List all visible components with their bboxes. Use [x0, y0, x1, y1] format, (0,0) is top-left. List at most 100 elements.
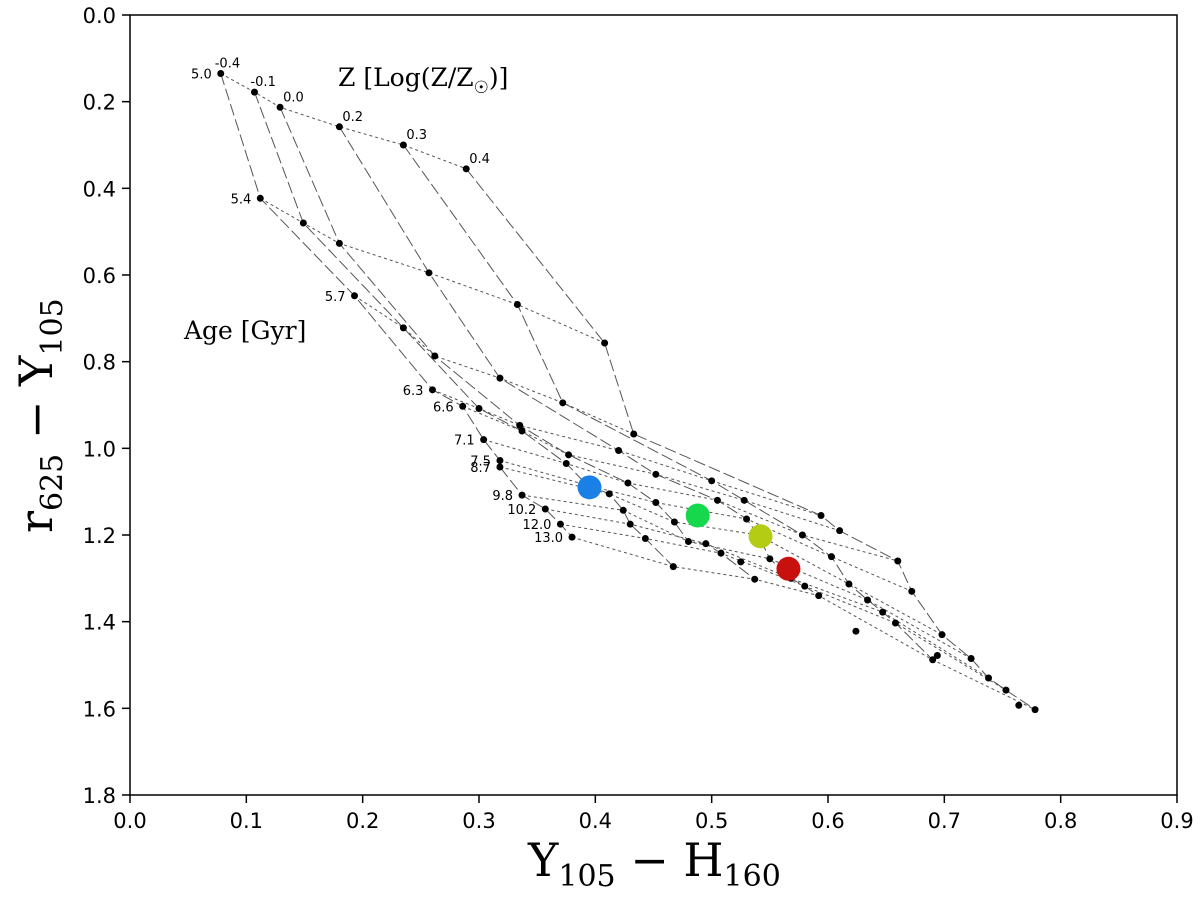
- metallicity-label: 0.0: [283, 90, 304, 105]
- age-track: [560, 523, 1007, 691]
- model-point: [938, 631, 946, 639]
- model-point: [565, 451, 573, 459]
- model-point: [399, 324, 407, 332]
- x-axis-ticks: 0.0 0.1 0.2 0.3 0.4 0.5 0.6 0.7 0.8 0.9: [113, 795, 1194, 833]
- model-point: [568, 533, 576, 541]
- age-label: 6.3: [403, 384, 424, 399]
- model-point: [624, 479, 632, 487]
- sun-symbol: ☉: [474, 78, 489, 98]
- plot-frame: [129, 14, 1178, 796]
- model-point: [798, 531, 806, 539]
- model-point: [852, 627, 860, 635]
- model-point: [845, 580, 853, 588]
- model-point: [891, 619, 899, 627]
- y-tick-label: 1.2: [83, 524, 116, 548]
- y-tick-label: 1.0: [83, 437, 116, 461]
- isochrone-tracks: [220, 73, 1036, 711]
- model-point: [652, 470, 660, 478]
- metallicity-label: -0.4: [215, 57, 240, 72]
- model-point: [801, 582, 809, 590]
- model-point: [702, 540, 710, 548]
- age-track: [220, 73, 467, 170]
- model-point: [425, 269, 433, 277]
- highlight-point: [577, 475, 602, 500]
- highlight-point: [776, 556, 801, 581]
- metallicity-track: [220, 73, 573, 538]
- metallicity-label: 0.2: [342, 110, 363, 125]
- age-label: 5.4: [231, 192, 252, 207]
- model-point: [605, 490, 613, 498]
- model-point: [1015, 701, 1023, 709]
- model-point: [766, 555, 774, 563]
- model-point: [518, 491, 526, 499]
- age-track: [354, 295, 634, 435]
- model-point: [713, 496, 721, 504]
- model-point: [513, 300, 521, 308]
- y-tick-label: 0.8: [83, 351, 116, 375]
- point-labels: -0.4 -0.1 0.0 0.2 0.3 0.4 5.0 5.4 5.7 6.3 6.6 7.1 7.…: [191, 57, 563, 547]
- y-tick-label: 1.6: [83, 697, 116, 721]
- highlight-point: [685, 503, 710, 528]
- model-point: [908, 587, 916, 595]
- x-tick-label: 0.5: [695, 809, 728, 833]
- age-label: 7.5: [470, 454, 491, 469]
- model-point: [428, 386, 436, 394]
- metallicity-label: 0.4: [469, 152, 490, 167]
- model-point: [276, 103, 284, 111]
- y-tick-label: 1.4: [83, 611, 116, 635]
- model-point: [864, 596, 872, 604]
- model-point: [518, 427, 526, 435]
- age-label: 8.7: [470, 461, 491, 476]
- y-tick-label: 0.0: [83, 4, 116, 28]
- age-label: 13.0: [534, 531, 563, 546]
- model-point: [815, 592, 823, 600]
- model-point: [836, 527, 844, 535]
- y-tick-label: 1.8: [83, 784, 116, 808]
- age-track: [521, 494, 972, 659]
- model-point: [256, 194, 264, 202]
- model-point: [1031, 706, 1039, 714]
- model-point: [670, 518, 678, 526]
- metallicity-track: [402, 144, 934, 661]
- model-point: [250, 88, 258, 96]
- model-point: [459, 402, 467, 410]
- age-track: [260, 197, 605, 344]
- y-tick-label: 0.2: [83, 91, 116, 115]
- x-tick-label: 0.7: [928, 809, 961, 833]
- model-point: [929, 656, 937, 664]
- x-tick-label: 0.3: [462, 809, 495, 833]
- model-point: [630, 430, 638, 438]
- model-point: [351, 292, 359, 300]
- model-point: [496, 374, 504, 382]
- x-tick-label: 0.8: [1044, 809, 1077, 833]
- metallicity-annotation: Z [Log(Z/Z☉)]: [338, 63, 508, 98]
- model-point: [399, 141, 407, 149]
- highlight-points: [577, 475, 801, 581]
- model-point: [985, 674, 993, 682]
- model-point: [559, 399, 567, 407]
- age-label: 12.0: [522, 518, 551, 533]
- x-tick-label: 0.2: [346, 809, 379, 833]
- age-label: 5.0: [191, 68, 212, 83]
- age-annotation: Age [Gyr]: [183, 316, 306, 345]
- model-point: [894, 557, 902, 565]
- model-point: [641, 534, 649, 542]
- y-axis-ticks: 0.0 0.2 0.4 0.6 0.8 1.0 1.2 1.4 1.6 1.8: [83, 4, 130, 808]
- model-point: [817, 512, 825, 519]
- model-point: [740, 496, 748, 504]
- model-point: [335, 239, 343, 247]
- model-point: [556, 520, 564, 528]
- model-point: [475, 404, 483, 412]
- y-tick-label: 0.6: [83, 264, 116, 288]
- model-point: [480, 436, 488, 444]
- model-point: [717, 549, 725, 557]
- model-point: [626, 520, 634, 528]
- age-track: [499, 460, 912, 592]
- age-label: 10.2: [507, 503, 536, 518]
- model-point: [516, 421, 524, 429]
- x-tick-label: 0.1: [230, 809, 263, 833]
- x-axis-label: Y105 − H160: [527, 833, 781, 894]
- model-point: [541, 505, 549, 513]
- age-label: 5.7: [325, 290, 346, 305]
- model-point: [496, 463, 504, 471]
